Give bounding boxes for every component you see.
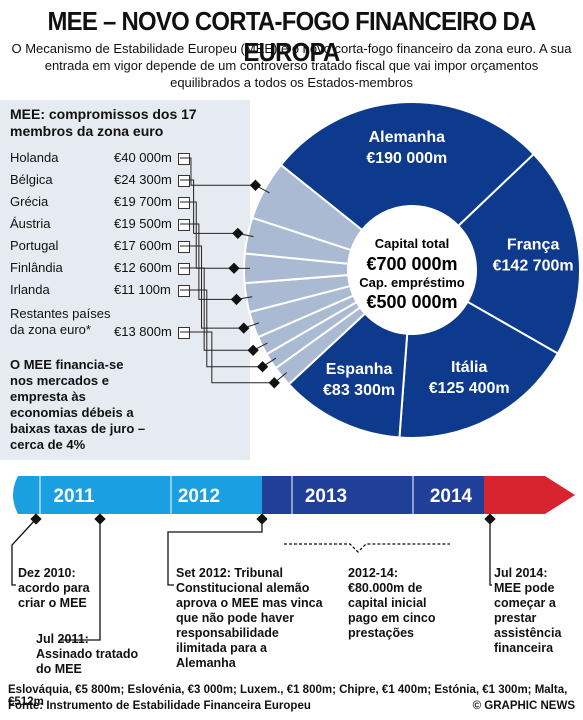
commitments-panel xyxy=(0,100,250,460)
pie-center xyxy=(350,208,474,332)
timeline-bar-dark xyxy=(262,476,484,514)
pie-slice-alemanha xyxy=(279,101,536,232)
leader-line xyxy=(180,157,270,194)
timeline: 2011 2012 2013 2014 xyxy=(11,476,575,641)
country-row: Restantes países da zona euro* €13 800m xyxy=(10,306,190,340)
country-name: Portugal xyxy=(10,238,59,253)
pie-slice-frança xyxy=(456,152,581,355)
country-row: Irlanda €11 100m xyxy=(10,282,190,300)
country-amount: €11 100m xyxy=(114,282,171,297)
slice-value-label: €125 400m xyxy=(429,380,510,397)
timeline-arrow xyxy=(484,476,575,514)
leader-box xyxy=(178,241,190,253)
credit: © GRAPHIC NEWS xyxy=(472,700,575,712)
footer-countries: Eslováquia, €5 800m; Eslovénia, €3 000m;… xyxy=(8,684,568,708)
leader-box xyxy=(178,219,190,231)
leader-box xyxy=(178,175,190,187)
pie-slice-holanda xyxy=(251,163,364,252)
country-row: Bélgica €24 300m xyxy=(10,172,190,190)
country-row: Grécia €19 700m xyxy=(10,194,190,212)
center-label: €700 000m xyxy=(366,254,457,274)
country-name: Bélgica xyxy=(10,172,53,187)
center-label: €500 000m xyxy=(366,292,457,312)
country-name: Restantes países da zona euro* xyxy=(10,306,111,337)
slice-value-label: €142 700m xyxy=(493,257,574,274)
slice-name-label: Espanha xyxy=(326,361,393,378)
pie-slice-itália xyxy=(398,300,560,439)
event-connector xyxy=(60,519,101,641)
event-jul-2014: Jul 2014: MEE pode começar a prestar ass… xyxy=(494,566,562,655)
leader-box xyxy=(178,285,190,297)
center-label: Cap. empréstimo xyxy=(359,275,465,290)
country-row: Portugal €17 600m xyxy=(10,238,190,256)
leader-lines xyxy=(180,157,287,389)
country-row: Holanda €40 000m xyxy=(10,150,190,168)
leader-marker xyxy=(228,262,240,274)
leader-marker xyxy=(232,227,244,240)
slice-value-label: €190 000m xyxy=(366,150,447,167)
country-amount: €19 700m xyxy=(114,194,172,209)
pie-slices: Alemanha €190 000m França €142 700m Itália €1… xyxy=(243,101,581,439)
center-label: Capital total xyxy=(375,236,449,251)
event-connector xyxy=(489,519,492,586)
year-label: 2012 xyxy=(178,486,220,507)
event-connector xyxy=(167,519,263,586)
country-amount: €40 000m xyxy=(114,150,172,165)
country-amount: €17 600m xyxy=(114,238,172,253)
country-name: Irlanda xyxy=(10,282,50,297)
leader-marker xyxy=(249,179,262,191)
source: Fonte: Instrumento de Estabilidade Finan… xyxy=(8,700,311,712)
leader-marker xyxy=(230,293,243,306)
country-amount: €19 500m xyxy=(114,216,172,231)
year-label: 2011 xyxy=(53,486,95,507)
page-title: MEE – NOVO CORTA-FOGO FINANCEIRO DA EURO… xyxy=(47,6,536,67)
commitments-heading: MEE: compromissos dos 17 membros da zona… xyxy=(10,106,197,139)
leader-line xyxy=(180,289,277,368)
leader-marker xyxy=(256,361,269,373)
year-label: 2014 xyxy=(430,486,473,507)
event-connector xyxy=(11,518,37,586)
country-name: Áustria xyxy=(10,216,51,231)
country-name: Grécia xyxy=(10,194,49,209)
leader-line xyxy=(180,245,260,329)
span-2012-14 xyxy=(284,543,450,553)
leader-line xyxy=(180,331,287,384)
leader-box xyxy=(178,263,190,275)
leader-line xyxy=(180,223,253,300)
country-amount: €12 600m xyxy=(114,260,172,275)
country-name: Finlândia xyxy=(10,260,63,275)
event-jul-2011: Jul 2011: Assinado tratado do MEE xyxy=(36,632,139,676)
timeline-bar-light xyxy=(13,476,262,514)
year-label: 2013 xyxy=(305,486,347,507)
event-set-2012: Set 2012: Tribunal Constitucional alemão… xyxy=(176,566,323,670)
leader-box xyxy=(178,197,190,209)
slice-name-label: Alemanha xyxy=(369,129,446,146)
leader-box xyxy=(178,153,190,165)
slice-value-label: €83 300m xyxy=(323,382,395,399)
slice-name-label: Itália xyxy=(451,359,488,376)
country-row: Áustria €19 500m xyxy=(10,216,190,234)
country-name: Holanda xyxy=(10,150,59,165)
event-2012-14: 2012-14: €80.000m de capital inicial pag… xyxy=(348,566,436,640)
country-row: Finlândia €12 600m xyxy=(10,260,190,278)
leader-marker xyxy=(268,377,280,389)
leader-marker xyxy=(247,344,259,356)
leader-box xyxy=(178,327,190,339)
slice-name-label: França xyxy=(507,236,560,253)
country-amount: €24 300m xyxy=(114,172,172,187)
leader-line xyxy=(180,179,254,238)
country-amount: €13 800m xyxy=(114,324,172,339)
leader-marker xyxy=(238,322,250,334)
event-dez-2010: Dez 2010: acordo para criar o MEE xyxy=(18,566,90,610)
financing-note: O MEE financia-se nos mercados e emprest… xyxy=(10,357,146,452)
page-subtitle: O Mecanismo de Estabilidade Europeu (MEE… xyxy=(11,41,572,90)
